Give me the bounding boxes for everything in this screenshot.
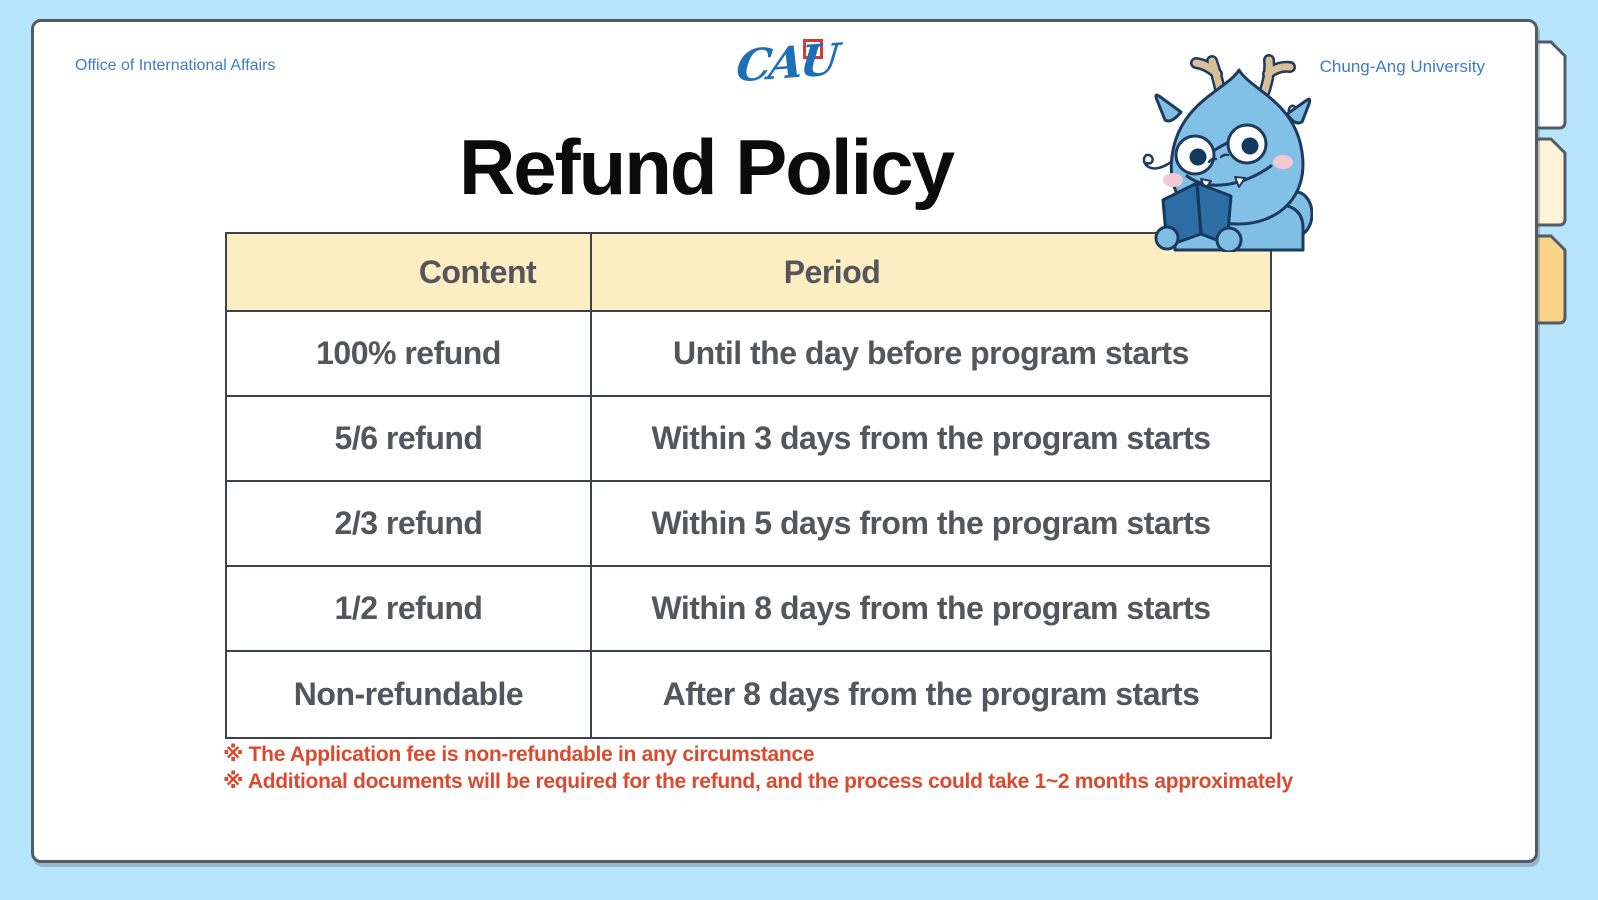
table-cell-period: Within 5 days from the program starts	[592, 482, 1270, 567]
table-cell-content: 1/2 refund	[227, 567, 592, 652]
footnotes: ※ The Application fee is non-refundable …	[223, 741, 1293, 795]
table-cell-content: Non-refundable	[227, 652, 592, 737]
hand-left	[1154, 225, 1180, 251]
table-cell-content: 100% refund	[227, 312, 592, 397]
note-line: ※ Additional documents will be required …	[223, 770, 1293, 793]
cau-logo-red-square-icon	[803, 39, 823, 59]
horn-left	[1154, 93, 1183, 123]
cau-logo-text: CAU	[733, 34, 839, 93]
antlers	[1190, 54, 1296, 102]
table-cell-period: Within 3 days from the program starts	[592, 397, 1270, 482]
hand-right	[1215, 226, 1243, 252]
page-title: Refund Policy	[458, 123, 955, 211]
office-label: Office of International Affairs	[75, 57, 276, 74]
eye-right	[1241, 137, 1259, 155]
table-cell-content: 5/6 refund	[227, 397, 592, 482]
cheek-right	[1273, 155, 1293, 169]
refund-table: Content Period 100% refund Until the day…	[225, 232, 1272, 739]
horn-right	[1285, 97, 1312, 125]
university-label: Chung-Ang University	[1319, 57, 1485, 76]
whisker-left	[1142, 153, 1181, 170]
column-header-content: Content	[227, 234, 592, 312]
note-line: ※ The Application fee is non-refundable …	[223, 743, 815, 766]
eye-left	[1189, 148, 1207, 166]
cheek-left	[1163, 173, 1183, 187]
nostrils	[1207, 153, 1230, 164]
column-header-period: Period	[592, 234, 1270, 312]
table-cell-content: 2/3 refund	[227, 482, 592, 567]
dragon-reading-book-icon	[1142, 54, 1313, 252]
table-cell-period: Within 8 days from the program starts	[592, 567, 1270, 652]
table-cell-period: Until the day before program starts	[592, 312, 1270, 397]
fang-right	[1234, 176, 1246, 188]
cau-logo: CAU	[734, 35, 839, 98]
table-cell-period: After 8 days from the program starts	[662, 676, 1200, 712]
mouth	[1185, 164, 1273, 187]
